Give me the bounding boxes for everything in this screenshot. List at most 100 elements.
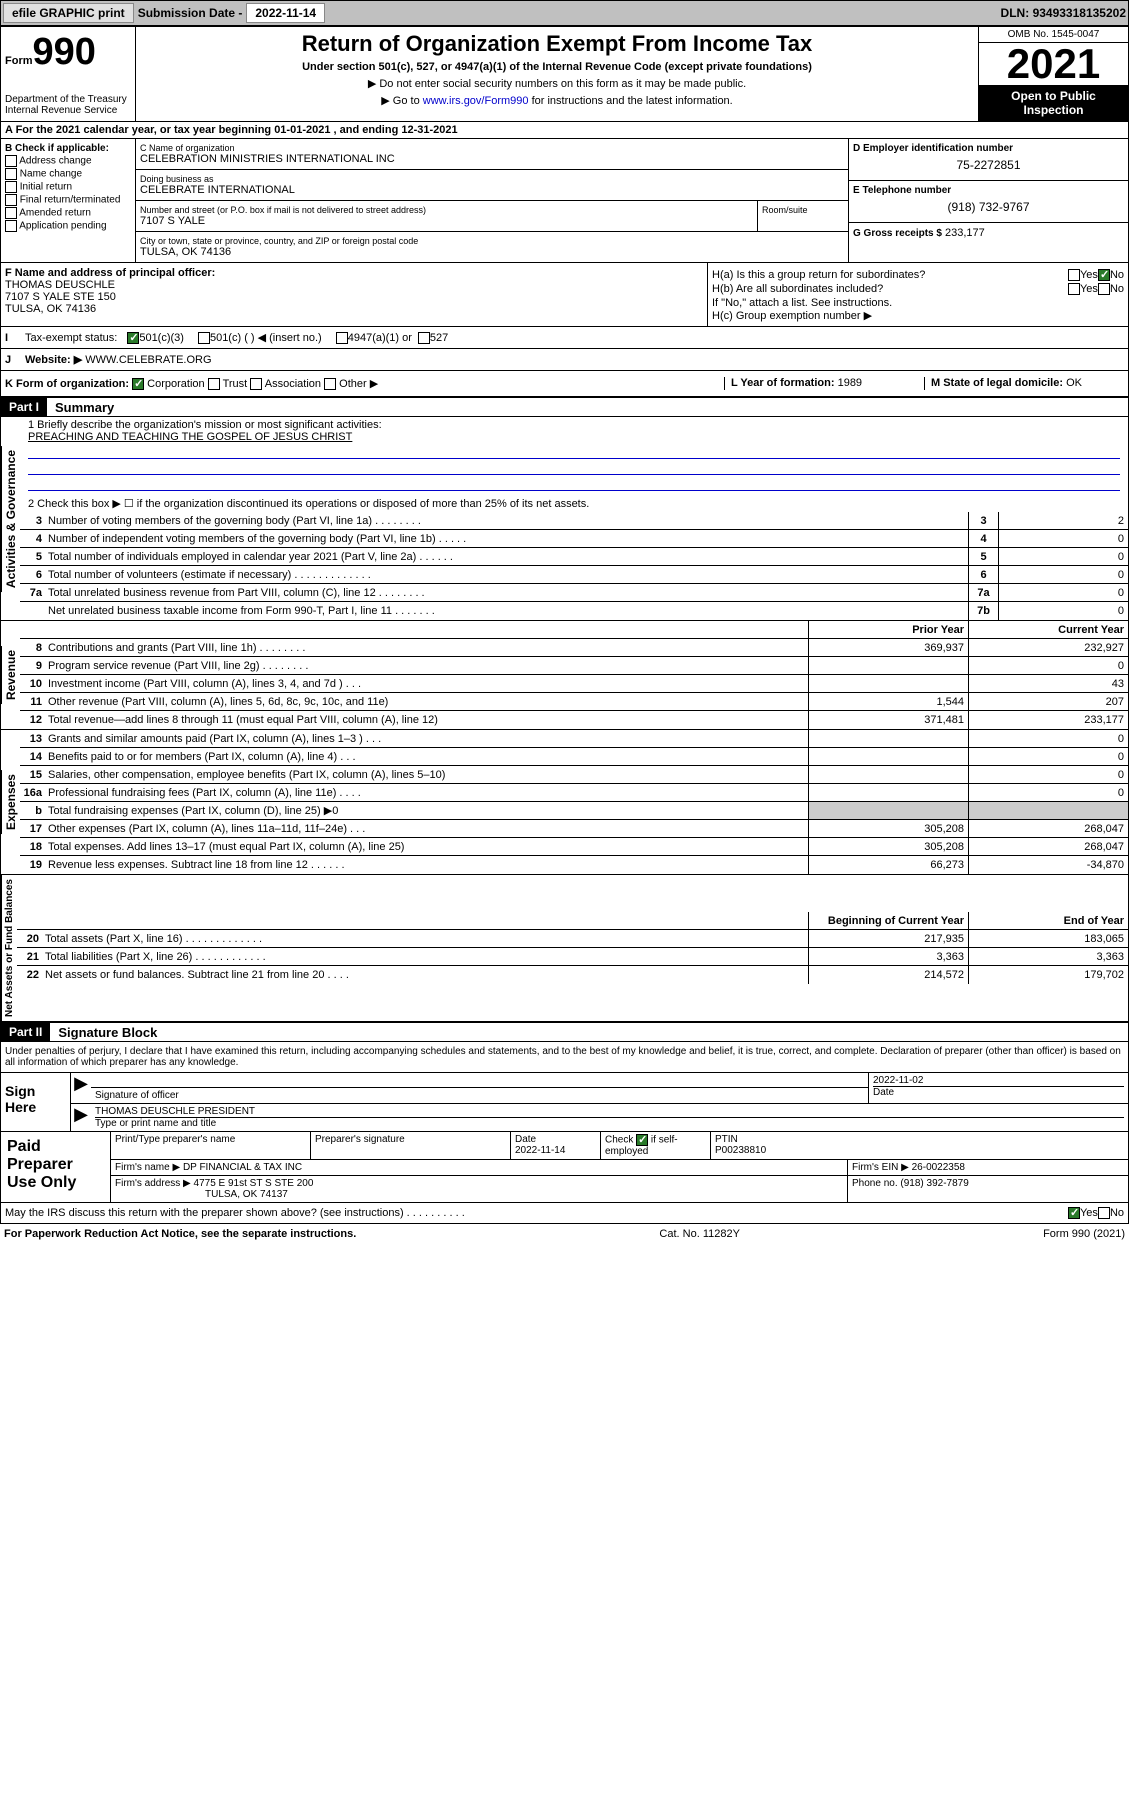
firm-phone: (918) 392-7879 xyxy=(900,1178,968,1189)
col-prior-year: Prior Year xyxy=(808,621,968,638)
website: WWW.CELEBRATE.ORG xyxy=(85,354,211,366)
summary-line-8: 8Contributions and grants (Part VIII, li… xyxy=(20,639,1128,657)
vlabel-expenses: Expenses xyxy=(1,770,20,834)
summary-line-4: 4Number of independent voting members of… xyxy=(20,530,1128,548)
firm-ein: 26-0022358 xyxy=(912,1162,965,1173)
summary-line-11: 11Other revenue (Part VIII, column (A), … xyxy=(20,693,1128,711)
sign-here-block: Sign Here ▶ Signature of officer 2022-11… xyxy=(0,1073,1129,1132)
hc-label: H(c) Group exemption number ▶ xyxy=(712,309,1124,322)
discuss-yes-checked xyxy=(1068,1207,1080,1219)
typed-name-label: Type or print name and title xyxy=(95,1117,1124,1129)
dba-label: Doing business as xyxy=(140,174,844,184)
city-label: City or town, state or province, country… xyxy=(140,236,844,246)
summary-line-7a: 7aTotal unrelated business revenue from … xyxy=(20,584,1128,602)
summary-line-22: 22Net assets or fund balances. Subtract … xyxy=(17,966,1128,984)
ein-label: D Employer identification number xyxy=(853,143,1124,154)
officer-addr2: TULSA, OK 74136 xyxy=(5,303,703,315)
submission-date-label: Submission Date - xyxy=(138,6,243,20)
domicile-state: OK xyxy=(1066,377,1082,389)
line1-label: 1 Briefly describe the organization's mi… xyxy=(28,419,1120,431)
summary-line-20: 20Total assets (Part X, line 16) . . . .… xyxy=(17,930,1128,948)
ptin: P00238810 xyxy=(715,1145,766,1156)
form-ref: Form 990 (2021) xyxy=(1043,1228,1125,1240)
org-name: CELEBRATION MINISTRIES INTERNATIONAL INC xyxy=(140,153,844,165)
summary-line-15: 15Salaries, other compensation, employee… xyxy=(20,766,1128,784)
summary-line-b: bTotal fundraising expenses (Part IX, co… xyxy=(20,802,1128,820)
efile-print-button[interactable]: efile GRAPHIC print xyxy=(3,3,134,23)
summary-line-21: 21Total liabilities (Part X, line 26) . … xyxy=(17,948,1128,966)
perjury-statement: Under penalties of perjury, I declare th… xyxy=(0,1042,1129,1073)
paid-preparer-block: Paid Preparer Use Only Print/Type prepar… xyxy=(0,1132,1129,1203)
vlabel-governance: Activities & Governance xyxy=(1,446,20,592)
summary-line-16a: 16aProfessional fundraising fees (Part I… xyxy=(20,784,1128,802)
col-beginning-year: Beginning of Current Year xyxy=(808,912,968,929)
form-title: Return of Organization Exempt From Incom… xyxy=(140,31,974,57)
501c3-checked xyxy=(127,332,139,344)
sig-date: 2022-11-02 xyxy=(873,1075,1124,1086)
ein: 75-2272851 xyxy=(853,154,1124,176)
row-klm: K Form of organization: Corporation Trus… xyxy=(0,371,1129,397)
note-link: ▶ Go to www.irs.gov/Form990 for instruct… xyxy=(140,94,974,107)
org-name-label: C Name of organization xyxy=(140,143,844,153)
vlabel-revenue: Revenue xyxy=(1,646,20,704)
corp-checked xyxy=(132,378,144,390)
part1-header: Part I xyxy=(1,398,47,416)
sig-date-label: Date xyxy=(873,1086,1124,1098)
officer-typed-name: THOMAS DEUSCHLE PRESIDENT xyxy=(95,1106,1124,1117)
col-current-year: Current Year xyxy=(968,621,1128,638)
submission-date: 2022-11-14 xyxy=(246,3,325,23)
paid-preparer-label: Paid Preparer Use Only xyxy=(1,1132,111,1202)
summary-line-7b: Net unrelated business taxable income fr… xyxy=(20,602,1128,620)
addr-label: Number and street (or P.O. box if mail i… xyxy=(140,205,753,215)
tax-year: 2021 xyxy=(979,43,1128,85)
ha-question: H(a) Is this a group return for subordin… xyxy=(712,269,1068,281)
form-number: Form990 xyxy=(5,31,131,74)
summary-line-5: 5Total number of individuals employed in… xyxy=(20,548,1128,566)
room-suite: Room/suite xyxy=(758,201,848,231)
summary-line-6: 6Total number of volunteers (estimate if… xyxy=(20,566,1128,584)
summary-line-19: 19Revenue less expenses. Subtract line 1… xyxy=(20,856,1128,874)
preparer-sig-label: Preparer's signature xyxy=(311,1132,511,1159)
preparer-date: 2022-11-14 xyxy=(515,1145,565,1156)
summary-line-12: 12Total revenue—add lines 8 through 11 (… xyxy=(20,711,1128,729)
inspection-badge: Open to Public Inspection xyxy=(979,85,1128,121)
department: Department of the Treasury Internal Reve… xyxy=(5,94,131,116)
summary-line-10: 10Investment income (Part VIII, column (… xyxy=(20,675,1128,693)
firm-addr: 4775 E 91st ST S STE 200 xyxy=(194,1178,314,1189)
col-end-year: End of Year xyxy=(968,912,1128,929)
form-header: Form990 Department of the Treasury Inter… xyxy=(0,26,1129,122)
irs-link[interactable]: www.irs.gov/Form990 xyxy=(423,95,529,107)
summary-line-17: 17Other expenses (Part IX, column (A), l… xyxy=(20,820,1128,838)
hb-question: H(b) Are all subordinates included? xyxy=(712,283,1068,295)
preparer-name-label: Print/Type preparer's name xyxy=(111,1132,311,1159)
topbar: efile GRAPHIC print Submission Date - 20… xyxy=(0,0,1129,26)
dln: DLN: 93493318135202 xyxy=(1001,6,1126,20)
part1-title: Summary xyxy=(47,400,114,415)
mission-text: PREACHING AND TEACHING THE GOSPEL OF JES… xyxy=(28,431,1120,443)
discuss-row: May the IRS discuss this return with the… xyxy=(0,1203,1129,1224)
gross-receipts: 233,177 xyxy=(945,227,985,239)
vlabel-net-assets: Net Assets or Fund Balances xyxy=(1,875,17,1021)
col-b-checkboxes: B Check if applicable: Address change Na… xyxy=(1,139,136,262)
paperwork-notice: For Paperwork Reduction Act Notice, see … xyxy=(4,1228,356,1240)
cat-no: Cat. No. 11282Y xyxy=(659,1228,740,1240)
gross-receipts-label: G Gross receipts $ xyxy=(853,228,942,239)
row-j: J Website: ▶ WWW.CELEBRATE.ORG xyxy=(0,349,1129,371)
summary-line-9: 9Program service revenue (Part VIII, lin… xyxy=(20,657,1128,675)
firm-name: DP FINANCIAL & TAX INC xyxy=(183,1162,302,1173)
part2-header: Part II xyxy=(1,1023,50,1041)
form-subtitle: Under section 501(c), 527, or 4947(a)(1)… xyxy=(140,61,974,73)
part2-title: Signature Block xyxy=(50,1025,157,1040)
note-ssn: ▶ Do not enter social security numbers o… xyxy=(140,77,974,90)
ha-no-checked xyxy=(1098,269,1110,281)
summary-line-18: 18Total expenses. Add lines 13–17 (must … xyxy=(20,838,1128,856)
summary-line-14: 14Benefits paid to or for members (Part … xyxy=(20,748,1128,766)
section-a-dates: A For the 2021 calendar year, or tax yea… xyxy=(0,122,1129,139)
row-bcdeg: B Check if applicable: Address change Na… xyxy=(0,139,1129,263)
summary-line-13: 13Grants and similar amounts paid (Part … xyxy=(20,730,1128,748)
summary-line-3: 3Number of voting members of the governi… xyxy=(20,512,1128,530)
phone: (918) 732-9767 xyxy=(853,196,1124,218)
dba: CELEBRATE INTERNATIONAL xyxy=(140,184,844,196)
self-employed-checked xyxy=(636,1134,648,1146)
phone-label: E Telephone number xyxy=(853,185,1124,196)
